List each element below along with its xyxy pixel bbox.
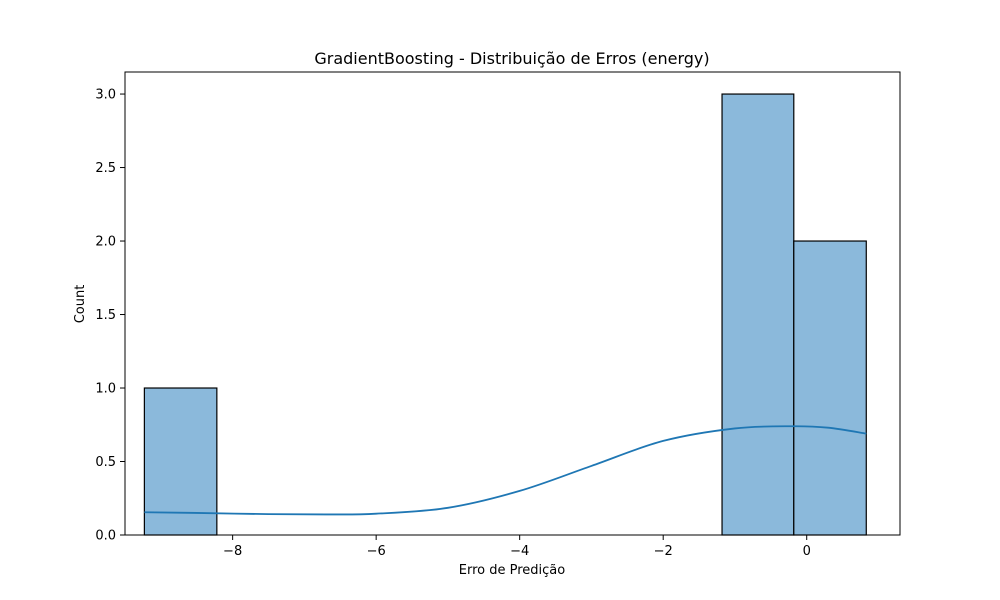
x-axis-ticks: −8 −6 −4 −2 0 — [223, 535, 811, 559]
chart-title: GradientBoosting - Distribuição de Erros… — [314, 49, 709, 68]
kde-layer — [144, 425, 867, 516]
y-tick-label: 1.0 — [95, 382, 116, 397]
x-tick-label: −4 — [510, 544, 529, 559]
y-axis-label: Count — [73, 285, 88, 324]
histogram-bar-0 — [143, 387, 218, 536]
y-axis-ticks: 0.0 0.5 1.0 1.5 2.0 2.5 3.0 — [95, 88, 125, 544]
histogram-bar-8 — [721, 93, 795, 536]
x-tick-label: −8 — [223, 544, 242, 559]
y-tick-label: 0.5 — [95, 455, 116, 470]
plot-frame — [124, 71, 901, 536]
y-tick-label: 1.5 — [95, 308, 116, 323]
x-tick-label: 0 — [803, 544, 811, 559]
y-tick-label: 2.0 — [95, 235, 116, 250]
y-tick-label: 3.0 — [95, 88, 116, 103]
histogram-bar-9 — [793, 240, 867, 536]
x-tick-label: −6 — [367, 544, 386, 559]
y-tick-label: 2.5 — [95, 161, 116, 176]
x-tick-label: −2 — [654, 544, 673, 559]
kde-curve — [144, 425, 867, 516]
x-axis-label: Erro de Predição — [459, 563, 566, 578]
y-tick-label: 0.0 — [95, 529, 116, 544]
bars-layer — [143, 93, 867, 536]
